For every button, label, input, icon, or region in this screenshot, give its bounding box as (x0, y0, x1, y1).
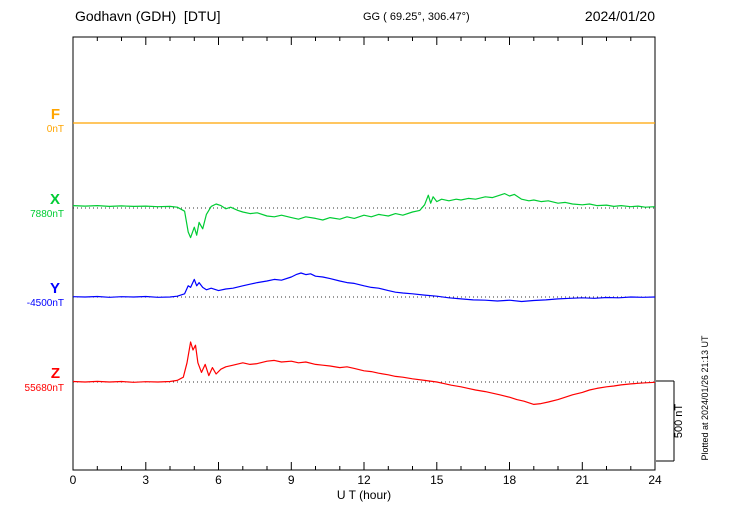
scale-bar-bracket (656, 380, 675, 462)
x-tick-label: 24 (648, 473, 662, 487)
component-baseline-X: 7880nT (30, 209, 64, 220)
component-letter-Z: Z (50, 365, 60, 382)
component-letter-Y: Y (49, 280, 60, 297)
plotted-timestamp: Plotted at 2024/01/26 21:13 UT (700, 335, 710, 461)
trace-X (72, 193, 656, 239)
x-tick-label: 0 (69, 473, 77, 487)
x-tick-label: 18 (502, 473, 517, 487)
x-tick-label: 6 (215, 473, 222, 487)
x-tick-label: 3 (142, 473, 150, 487)
x-tick-label: 9 (287, 473, 295, 487)
x-axis-title: U T (hour) (336, 488, 392, 502)
scale-bar-label: 500 nT (673, 403, 685, 439)
component-baseline-F: 0nT (46, 124, 64, 135)
plot-border (72, 36, 656, 471)
station-title: Godhavn (GDH) [DTU] (75, 8, 221, 24)
geographic-coords: GG ( 69.25°, 306.47°) (363, 11, 470, 23)
x-tick-label: 12 (357, 473, 371, 487)
component-letter-X: X (49, 191, 60, 208)
component-letter-F: F (50, 106, 60, 123)
component-baseline-Z: 55680nT (24, 383, 64, 394)
trace-Y (72, 272, 656, 303)
component-baseline-Y: -4500nT (26, 298, 64, 309)
x-tick-label: 15 (430, 473, 444, 487)
plot-date: 2024/01/20 (584, 8, 655, 24)
x-tick-label: 21 (575, 473, 589, 487)
trace-Z (72, 341, 656, 405)
